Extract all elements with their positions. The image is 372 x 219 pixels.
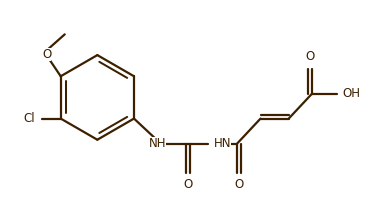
Text: O: O [234, 178, 244, 191]
Text: OH: OH [343, 87, 361, 100]
Text: O: O [42, 48, 51, 61]
Text: O: O [305, 50, 315, 63]
Text: Cl: Cl [23, 112, 35, 125]
Text: O: O [184, 178, 193, 191]
Text: NH: NH [148, 137, 166, 150]
Text: HN: HN [214, 137, 231, 150]
